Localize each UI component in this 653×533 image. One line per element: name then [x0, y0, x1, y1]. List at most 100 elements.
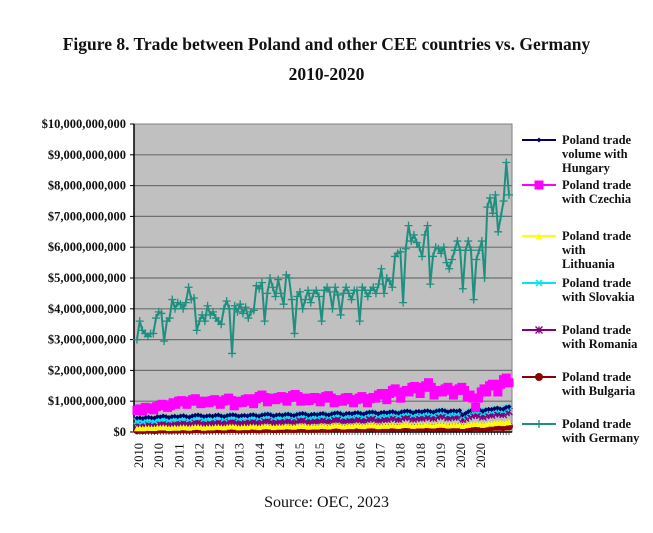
data-point: [233, 307, 242, 316]
data-point: [471, 402, 481, 412]
data-point: [276, 289, 285, 298]
data-point: [437, 249, 446, 258]
y-tick-label: $1,000,000,000: [48, 394, 126, 408]
series-group: [132, 158, 514, 435]
data-point: [317, 317, 326, 326]
data-point: [304, 286, 313, 295]
data-point: [399, 298, 408, 307]
data-point: [367, 409, 372, 415]
data-point: [247, 412, 253, 418]
data-point: [439, 243, 448, 252]
data-point: [385, 277, 394, 286]
data-point: [239, 413, 245, 419]
data-point: [325, 287, 334, 296]
data-point: [178, 413, 184, 419]
x-tick-label: 2015: [313, 443, 327, 468]
x-tick-label: 2014: [273, 442, 287, 468]
legend-label: Poland trade: [562, 133, 632, 147]
data-point: [160, 337, 169, 346]
data-point: [369, 283, 378, 292]
data-point: [326, 393, 336, 403]
data-point: [415, 389, 425, 398]
data-point: [154, 414, 160, 420]
data-point: [238, 309, 247, 318]
data-point: [496, 379, 506, 389]
data-point: [143, 415, 149, 421]
x-tick-label: 2010: [132, 443, 146, 468]
x-tick-label: 2012: [213, 443, 227, 468]
legend-label: with Slovakia: [562, 290, 635, 304]
y-tick-label: $4,000,000,000: [48, 302, 126, 316]
data-point: [228, 349, 237, 358]
data-point: [505, 190, 513, 199]
data-point: [404, 221, 413, 230]
data-point: [344, 289, 353, 298]
data-point: [491, 190, 500, 199]
data-point: [483, 203, 492, 212]
data-point: [401, 408, 407, 414]
y-tick-label: $7,000,000,000: [48, 209, 126, 223]
data-point: [379, 390, 389, 400]
data-point: [535, 420, 543, 428]
data-point: [499, 197, 508, 205]
y-tick-label: $10,000,000,000: [42, 117, 126, 131]
data-point: [482, 387, 492, 397]
data-point: [501, 373, 511, 383]
data-point: [497, 406, 503, 412]
data-point: [347, 295, 356, 304]
data-point: [308, 411, 314, 417]
data-point: [423, 378, 433, 388]
legend-label: Poland trade: [562, 323, 632, 337]
data-point: [393, 387, 403, 397]
data-point: [506, 419, 512, 426]
data-point: [152, 314, 161, 323]
legend-label: Poland trade: [562, 276, 632, 290]
data-point: [363, 292, 372, 301]
data-point: [475, 246, 484, 255]
data-point: [204, 413, 210, 419]
data-point: [169, 414, 175, 420]
data-point: [535, 326, 543, 334]
data-point: [535, 373, 543, 381]
data-point: [203, 301, 212, 310]
legend-label: Hungary: [562, 161, 611, 175]
x-axis: 2010 2010 2011 2012 2012 2013 2014 2014 2015 2015…: [132, 431, 512, 468]
data-point: [453, 237, 462, 246]
x-tick-label: 2020: [454, 443, 468, 468]
data-point: [464, 237, 473, 246]
data-point: [409, 230, 418, 239]
data-point: [473, 393, 483, 403]
legend-label: Poland trade: [562, 417, 632, 431]
data-point: [535, 279, 543, 287]
data-point: [480, 274, 489, 282]
data-point: [297, 411, 303, 417]
data-point: [342, 283, 351, 292]
data-point: [293, 292, 302, 301]
x-tick-label: 2011: [172, 443, 186, 468]
data-point: [496, 212, 505, 221]
x-tick-label: 2014: [253, 442, 267, 468]
data-point: [378, 410, 384, 416]
series-poland-trade-with-germany: [133, 158, 513, 358]
data-point: [249, 306, 258, 315]
legend-label: volume with: [562, 147, 628, 161]
data-point: [490, 381, 500, 391]
data-point: [469, 295, 478, 304]
data-point: [295, 287, 304, 296]
legend-label: with Romania: [562, 337, 638, 351]
y-tick-label: $0: [114, 425, 127, 439]
data-point: [506, 404, 512, 410]
data-point: [448, 408, 454, 414]
data-point: [263, 289, 272, 298]
data-point: [209, 307, 218, 316]
data-point: [445, 264, 454, 273]
data-point: [157, 309, 166, 318]
data-point: [149, 415, 155, 421]
x-tick-label: 2013: [233, 443, 247, 468]
x-tick-label: 2015: [293, 443, 307, 468]
data-point: [382, 395, 392, 405]
data-point: [323, 283, 332, 292]
